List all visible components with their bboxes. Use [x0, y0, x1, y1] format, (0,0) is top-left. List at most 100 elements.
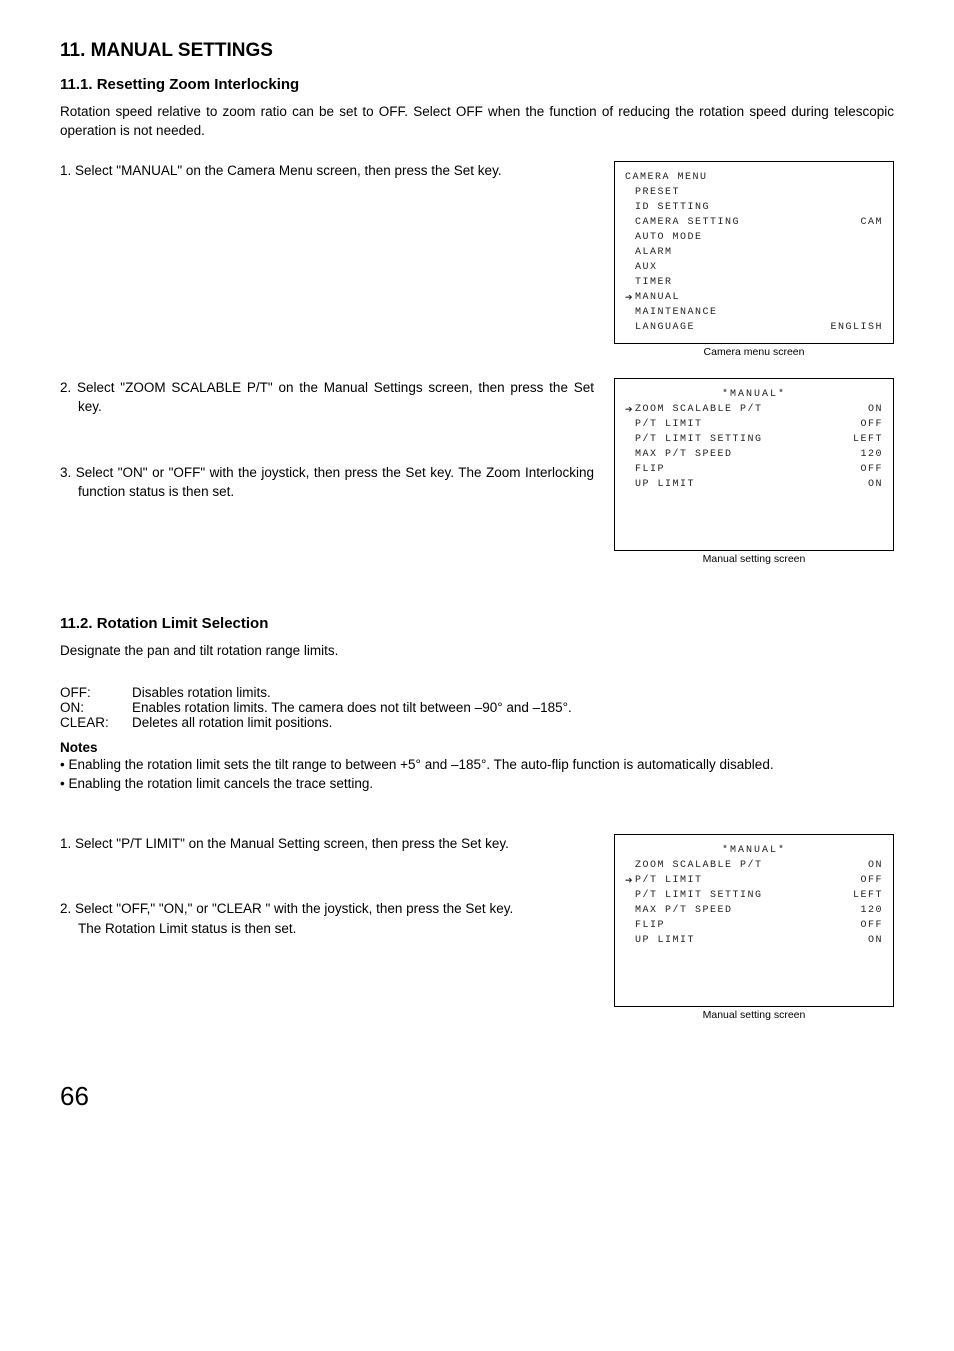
- section1-step3-line1: 3. Select "ON" or "OFF" with the joystic…: [60, 465, 454, 480]
- section2-step1-line1: 1. Select "P/T LIMIT" on the Manual Sett…: [60, 836, 435, 851]
- menu-item-label: AUTO MODE: [635, 230, 703, 245]
- section1-step1-line1: 1. Select "MANUAL" on the Camera Menu sc…: [60, 163, 450, 178]
- menu-item: ID SETTING: [625, 200, 883, 215]
- manual2-caption: Manual setting screen: [614, 1009, 894, 1021]
- camera-menu-screen: CAMERA MENU PRESETID SETTINGCAMERA SETTI…: [614, 161, 894, 344]
- menu-item-value: CAM: [860, 215, 883, 230]
- menu-item: ➔ZOOM SCALABLE P/TON: [625, 402, 883, 417]
- section2-intro: Designate the pan and tilt rotation rang…: [60, 642, 894, 661]
- menu-item: CAMERA SETTING CAM: [625, 215, 883, 230]
- manual1-caption: Manual setting screen: [614, 553, 894, 565]
- section2-step1-line2: the Set key.: [439, 836, 509, 851]
- manual2-title: *MANUAL*: [722, 843, 786, 858]
- section1-step1-line2: Set key.: [454, 163, 502, 178]
- menu-item: ZOOM SCALABLE P/T ON: [625, 858, 883, 873]
- section2-step2-line2: the Set key.: [443, 901, 513, 916]
- arrow-icon: ➔: [625, 291, 635, 305]
- menu-item-label: UP LIMIT: [635, 933, 695, 948]
- menu-item: MAX P/T SPEED 120: [625, 447, 883, 462]
- menu-item: FLIP OFF: [625, 462, 883, 477]
- menu-item: P/T LIMIT OFF: [625, 417, 883, 432]
- menu-item: MAX P/T SPEED 120: [625, 903, 883, 918]
- menu-item-label: MANUAL: [635, 290, 680, 305]
- section2-step1: 1. Select "P/T LIMIT" on the Manual Sett…: [60, 834, 594, 854]
- menu-item-label: FLIP: [635, 918, 665, 933]
- menu-item-value: OFF: [860, 417, 883, 432]
- menu-item-value: ON: [868, 933, 883, 948]
- definition-row: CLEAR:Deletes all rotation limit positio…: [60, 715, 894, 730]
- arrow-icon: ➔: [625, 874, 635, 888]
- menu-item-label: ZOOM SCALABLE P/T: [635, 858, 763, 873]
- menu-item-label: ZOOM SCALABLE P/T: [635, 402, 763, 417]
- menu-item: P/T LIMIT SETTING LEFT: [625, 888, 883, 903]
- menu-item-label: ID SETTING: [635, 200, 710, 215]
- definition-label: ON:: [60, 700, 132, 715]
- section-heading-11-2: 11.2. Rotation Limit Selection: [60, 615, 894, 632]
- section1-step3: 3. Select "ON" or "OFF" with the joystic…: [60, 463, 594, 502]
- section1-intro: Rotation speed relative to zoom ratio ca…: [60, 103, 894, 141]
- menu-item: LANGUAGE ENGLISH: [625, 320, 883, 335]
- menu-item-value: OFF: [860, 462, 883, 477]
- section2-step2: 2. Select "OFF," "ON," or "CLEAR " with …: [60, 899, 594, 938]
- menu-item-label: UP LIMIT: [635, 477, 695, 492]
- definition-row: OFF:Disables rotation limits.: [60, 685, 894, 700]
- menu-item-label: TIMER: [635, 275, 673, 290]
- menu-item-label: AUX: [635, 260, 658, 275]
- section1-step1: 1. Select "MANUAL" on the Camera Menu sc…: [60, 161, 594, 181]
- menu-item-label: FLIP: [635, 462, 665, 477]
- menu-item-label: P/T LIMIT: [635, 873, 703, 888]
- menu-item-value: 120: [860, 903, 883, 918]
- manual-setting-screen-1: *MANUAL* ➔ZOOM SCALABLE P/TONP/T LIMITOF…: [614, 378, 894, 551]
- menu-item-value: OFF: [860, 918, 883, 933]
- menu-item: ➔P/T LIMIT OFF: [625, 873, 883, 888]
- menu-item-label: MAX P/T SPEED: [635, 903, 733, 918]
- definition-value: Enables rotation limits. The camera does…: [132, 700, 894, 715]
- menu-item: UP LIMIT ON: [625, 477, 883, 492]
- menu-item: FLIP OFF: [625, 918, 883, 933]
- menu-item: MAINTENANCE: [625, 305, 883, 320]
- manual-setting-screen-2: *MANUAL* ZOOM SCALABLE P/T ON ➔P/T LIMIT OF…: [614, 834, 894, 1007]
- menu-item-value: OFF: [860, 873, 883, 888]
- rotation-limit-defs: OFF:Disables rotation limits.ON:Enables …: [60, 685, 894, 730]
- menu-item-label: P/T LIMIT SETTING: [635, 432, 763, 447]
- notes-heading: Notes: [60, 740, 894, 755]
- menu-item-label: ALARM: [635, 245, 673, 260]
- menu-item-label: P/T LIMIT: [635, 417, 703, 432]
- definition-label: CLEAR:: [60, 715, 132, 730]
- menu-item-value: ENGLISH: [830, 320, 883, 335]
- camera-menu-caption: Camera menu screen: [614, 346, 894, 358]
- section1-step2: 2. Select "ZOOM SCALABLE P/T" on the Man…: [60, 378, 594, 417]
- menu-item-value: ON: [868, 858, 883, 873]
- menu-item: ALARM: [625, 245, 883, 260]
- menu-item-label: LANGUAGE: [635, 320, 695, 335]
- definition-label: OFF:: [60, 685, 132, 700]
- menu-item-label: CAMERA SETTING: [635, 215, 740, 230]
- section1-step2-line1: 2. Select "ZOOM SCALABLE P/T" on the Man…: [60, 380, 423, 395]
- menu-item-label: P/T LIMIT SETTING: [635, 888, 763, 903]
- menu-item-value: LEFT: [853, 888, 883, 903]
- section2-step2-line3: The Rotation Limit status is then set.: [78, 921, 296, 936]
- manual1-title: *MANUAL*: [722, 387, 786, 402]
- menu-item-label: MAX P/T SPEED: [635, 447, 733, 462]
- menu-item-value: ON: [868, 477, 883, 492]
- page-number: 66: [60, 1081, 894, 1112]
- menu-item: PRESET: [625, 185, 883, 200]
- menu-item: ➔MANUAL: [625, 290, 883, 305]
- definition-value: Disables rotation limits.: [132, 685, 894, 700]
- definition-row: ON:Enables rotation limits. The camera d…: [60, 700, 894, 715]
- camera-menu-title: CAMERA MENU: [625, 170, 708, 185]
- definition-value: Deletes all rotation limit positions.: [132, 715, 894, 730]
- menu-item-label: MAINTENANCE: [635, 305, 718, 320]
- menu-item-label: PRESET: [635, 185, 680, 200]
- menu-item: TIMER: [625, 275, 883, 290]
- menu-item-value: LEFT: [853, 432, 883, 447]
- menu-item: AUTO MODE: [625, 230, 883, 245]
- arrow-icon: ➔: [625, 403, 635, 417]
- note-1: • Enabling the rotation limit sets the t…: [60, 755, 894, 775]
- section-heading-11-1: 11.1. Resetting Zoom Interlocking: [60, 76, 894, 93]
- page-title: 11. MANUAL SETTINGS: [60, 40, 894, 62]
- menu-item-value: 120: [860, 447, 883, 462]
- note-2: • Enabling the rotation limit cancels th…: [60, 774, 894, 794]
- section2-step2-line1: 2. Select "OFF," "ON," or "CLEAR " with …: [60, 901, 439, 916]
- menu-item: UP LIMIT ON: [625, 933, 883, 948]
